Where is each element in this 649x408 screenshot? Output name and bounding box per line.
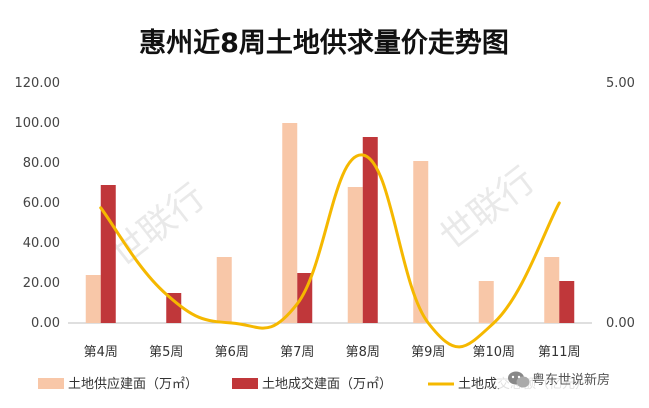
watermark-group: 世联行 世联行 [103,160,543,276]
bar-deal [166,293,182,323]
y-left-tick-label: 60.00 [23,196,60,211]
line-series-group [99,153,561,349]
bar-supply [282,123,298,323]
bar-supply [478,281,494,323]
watermark-left: 世联行 [103,177,213,276]
y-left-tick-label: 20.00 [23,276,60,291]
bar-deal [362,137,378,323]
bars-group [85,123,575,323]
bar-supply [216,257,232,323]
y-left-tick-label: 120.00 [15,76,61,91]
x-category-label: 第6周 [215,345,249,360]
watermark-right: 世联行 [433,160,543,259]
wechat-icon [508,371,530,388]
bar-supply [85,275,101,323]
y-left-tick-label: 80.00 [23,156,60,171]
x-axis-categories: 第4周 第5周 第6周 第7周 第8周 第9周 第10周 第11周 [84,345,581,360]
bar-deal [100,185,116,323]
y-right-tick-label: 0.00 [606,316,635,331]
x-category-label: 第10周 [472,345,515,360]
y-left-tick-label: 40.00 [23,236,60,251]
y-left-tick-label: 100.00 [15,116,61,131]
badge-text: 粤东世说新房 [532,372,610,388]
x-category-label: 第9周 [411,345,445,360]
chart-title: 惠州近8周土地供求量价走势图 [139,28,509,59]
badge-background [498,368,636,390]
x-category-label: 第5周 [149,345,183,360]
line-total [99,153,561,349]
source-badge: 粤东世说新房 [498,368,636,390]
legend-swatch-deal [232,378,258,389]
x-category-label: 第11周 [538,345,581,360]
x-category-label: 第7周 [280,345,314,360]
y-right-tick-label: 5.00 [606,76,635,91]
legend-swatch-supply [38,378,64,389]
legend-label-supply: 土地供应建面（万㎡） [68,376,198,392]
bar-supply [544,257,560,323]
bar-supply [413,161,429,323]
y-axis-right: 0.00 5.00 [606,76,635,331]
x-category-label: 第4周 [84,345,118,360]
bar-supply [347,187,363,323]
bar-deal [559,281,575,323]
y-left-tick-label: 0.00 [31,316,60,331]
y-axis-left: 0.00 20.00 40.00 60.00 80.00 100.00 120.00 [15,76,61,331]
x-category-label: 第8周 [346,345,380,360]
legend-label-deal: 土地成交建面（万㎡） [262,376,392,392]
